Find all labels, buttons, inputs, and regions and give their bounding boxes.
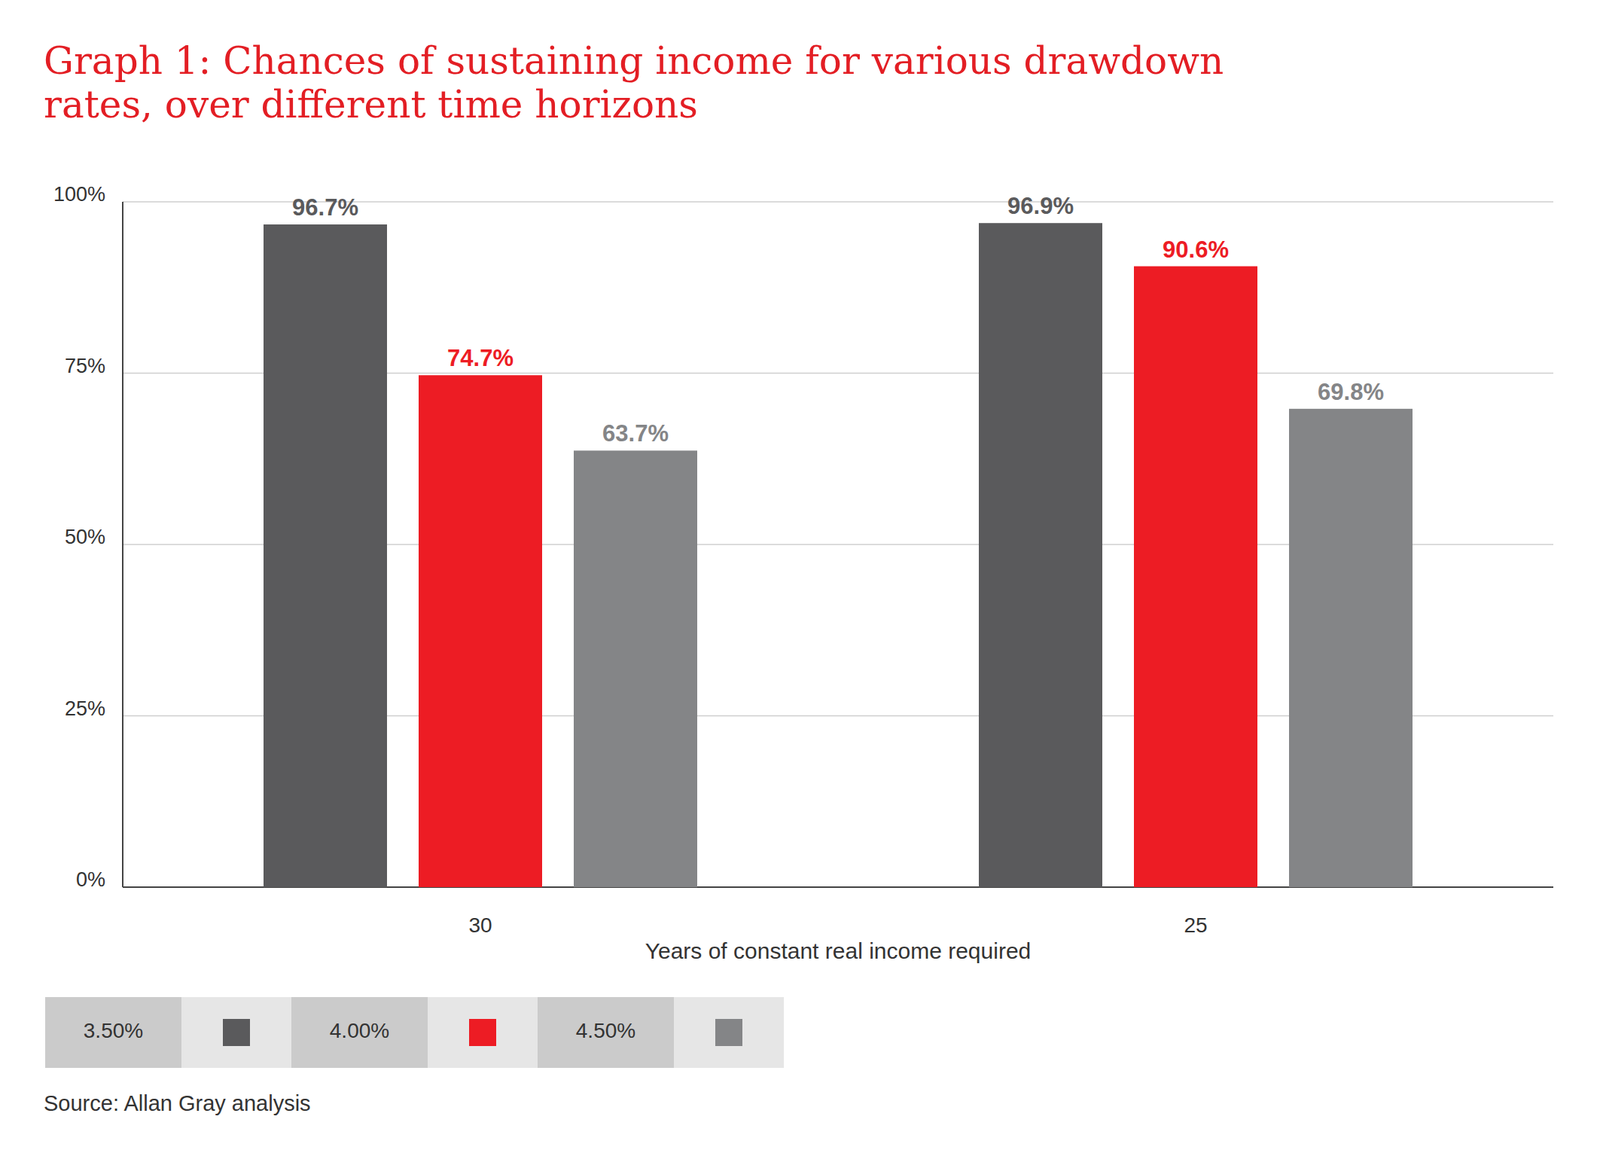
- bar: [1133, 266, 1258, 887]
- y-tick-label: 75%: [64, 354, 106, 378]
- bar: [263, 224, 388, 887]
- legend-label: 4.50%: [576, 1018, 636, 1043]
- x-tick-label: 30: [468, 913, 492, 937]
- bar: [1289, 408, 1413, 887]
- legend-cell: [427, 996, 538, 1068]
- bars: [263, 222, 1413, 887]
- legend-swatch: [222, 1018, 250, 1046]
- x-tick-label: 25: [1183, 913, 1207, 937]
- bar: [978, 222, 1103, 887]
- legend-cell: [181, 996, 292, 1068]
- data-label: 74.7%: [447, 344, 514, 372]
- data-label: 69.8%: [1317, 378, 1384, 406]
- y-tick-label: 50%: [64, 525, 106, 549]
- legend-cell: [673, 996, 784, 1068]
- y-tick-label: 0%: [76, 868, 106, 891]
- data-labels: 96.7% 74.7% 63.7% 96.9% 90.6% 69.8%: [292, 192, 1384, 447]
- legend-label: 3.50%: [83, 1018, 144, 1043]
- legend: 3.50% 4.00% 4.50%: [45, 996, 784, 1068]
- legend-cell: [537, 996, 674, 1068]
- y-tick-label: 25%: [64, 697, 106, 720]
- data-label: 96.9%: [1007, 192, 1074, 220]
- data-label: 96.7%: [292, 194, 359, 221]
- legend-cell: [291, 996, 428, 1068]
- legend-label: 4.00%: [329, 1018, 390, 1043]
- bar: [573, 450, 698, 887]
- legend-swatch: [715, 1018, 743, 1046]
- x-axis-label: Years of constant real income required: [645, 938, 1032, 964]
- y-axis: [121, 201, 124, 887]
- legend-cell: [45, 996, 182, 1068]
- data-label: 90.6%: [1162, 236, 1229, 263]
- bar: [418, 374, 543, 887]
- title: Graph 1: Chances of sustaining income fo…: [43, 39, 1317, 127]
- chart: 0% 25% 50% 75% 100% 96.7% 74.7% 63.7% 96.9% 90.6%…: [0, 0, 1600, 1156]
- legend-swatch: [469, 1018, 497, 1046]
- data-label: 63.7%: [602, 420, 669, 447]
- source: Source: Allan Gray analysis: [43, 1091, 311, 1116]
- y-tick-label: 100%: [53, 182, 106, 206]
